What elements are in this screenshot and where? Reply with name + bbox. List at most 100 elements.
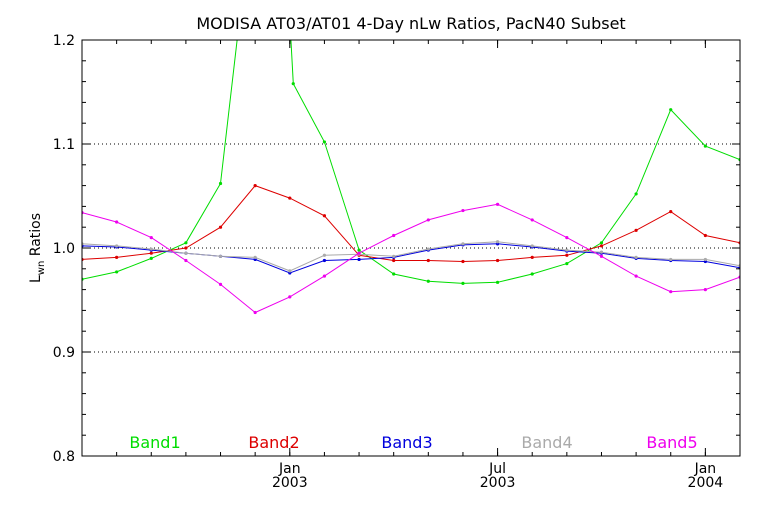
data-point-band5 [669,290,673,294]
data-point-band4 [149,247,153,251]
legend-entry-band3: Band3 [381,433,432,452]
data-point-band2 [288,196,292,200]
data-point-band2 [530,255,534,259]
x-tick-label-month: Jan [694,461,717,477]
data-point-band4 [392,254,396,258]
data-point-band1 [322,140,327,144]
data-point-band1 [392,272,396,276]
series-line-band1 [82,40,740,284]
data-point-band1 [184,241,188,245]
data-point-band1 [461,281,465,285]
y-axis-label-sub: wn [36,261,47,276]
data-point-band5 [426,218,430,222]
gridlines [82,143,740,353]
y-axis-label-main: L [28,275,44,283]
data-point-band1 [703,144,707,148]
data-point-band5 [184,258,188,263]
data-point-band2 [115,255,119,259]
data-point-band2 [565,253,569,257]
data-point-band4 [184,251,188,255]
data-point-band4 [703,257,707,262]
data-point-band5 [634,274,638,278]
data-point-band1 [565,262,569,266]
data-point-band5 [357,251,361,255]
data-point-band1 [357,248,361,252]
y-tick-label: 1.0 [53,241,75,257]
y-tick-label: 0.9 [53,345,75,361]
data-point-band2 [184,246,188,250]
data-point-band4 [426,247,430,251]
data-point-band5 [322,274,327,278]
y-axis-label-rest: Ratios [28,213,44,261]
x-tick-label-month: Jul [488,461,506,477]
data-point-band1 [669,108,673,112]
y-axis: 0.8 0.9 1.0 1.1 1.2 [53,33,740,465]
data-point-band4 [115,244,119,248]
x-tick-label-year: 2003 [272,475,308,491]
y-axis-label: Lwn Ratios [28,213,47,283]
data-point-band4 [322,253,327,257]
data-point-band5 [115,220,119,224]
data-point-band1 [218,181,223,186]
series-line-band5 [82,203,740,314]
data-point-band2 [669,210,673,214]
data-point-band2 [392,258,396,263]
data-point-band2 [599,244,604,248]
y-tick-label: 1.2 [53,33,75,49]
data-point-band4 [599,250,604,254]
data-point-band1 [634,192,638,196]
series-line-band4 [82,241,740,272]
data-point-band5 [392,233,396,238]
data-point-band1 [495,280,500,284]
data-point-band5 [149,236,153,240]
x-tick-label-year: 2003 [480,475,516,491]
data-point-band2 [703,233,707,238]
data-point-band2 [634,228,638,232]
data-point-band4 [634,255,638,259]
data-point-band2 [426,258,430,263]
legend: Band1 Band2 Band3 Band4 Band5 [129,433,697,452]
data-point-band4 [461,242,465,246]
data-point-band1 [291,82,295,86]
data-point-band2 [253,184,257,188]
data-point-band4 [530,244,534,248]
y-tick-label: 0.8 [53,449,75,465]
legend-entry-band1: Band1 [129,433,180,452]
data-point-band1 [426,279,430,283]
legend-entry-band5: Band5 [646,433,697,452]
y-tick-label: 1.1 [53,137,75,153]
data-point-band4 [495,240,500,244]
data-point-band4 [669,257,673,262]
data-point-band5 [495,202,500,206]
data-point-band4 [253,255,257,259]
data-point-band1 [530,272,534,276]
data-point-band2 [461,259,465,264]
data-point-band4 [218,254,223,258]
legend-entry-band4: Band4 [521,433,572,452]
data-point-band5 [565,236,569,240]
data-point-band2 [218,225,223,229]
data-point-band2 [495,258,500,263]
data-point-band5 [253,310,257,315]
data-point-band5 [530,218,534,222]
data-point-band3 [322,258,327,263]
data-point-band1 [149,256,153,260]
data-point-band1 [599,241,604,245]
data-point-band5 [288,295,292,299]
data-point-band3 [357,257,361,262]
data-point-band5 [218,282,223,286]
data-point-band2 [322,214,327,218]
series-layer [82,40,740,315]
data-point-band5 [461,208,465,213]
data-point-band5 [703,288,707,292]
data-point-band2 [149,251,153,255]
x-tick-label-year: 2004 [688,475,724,491]
data-point-band1 [115,270,119,274]
series-line-band2 [82,185,740,263]
chart-title: MODISA AT03/AT01 4-Day nLw Ratios, PacN4… [196,14,625,33]
legend-entry-band2: Band2 [248,433,299,452]
data-point-band4 [565,248,569,252]
data-point-band4 [288,269,292,273]
